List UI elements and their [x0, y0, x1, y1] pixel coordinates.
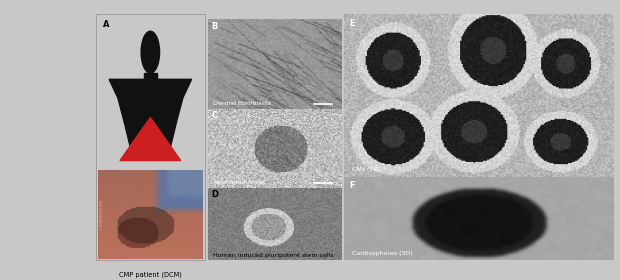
Text: CMP patient (DCM): CMP patient (DCM) [119, 272, 182, 278]
Text: B: B [211, 22, 218, 31]
Text: E: E [350, 19, 355, 28]
Text: CMs (2D): CMs (2D) [352, 167, 381, 172]
Text: D: D [211, 190, 219, 199]
Text: A: A [102, 20, 109, 29]
Text: © SOME INSTITUTION: © SOME INSTITUTION [100, 200, 104, 230]
Circle shape [141, 31, 159, 73]
Text: C: C [211, 111, 218, 120]
Polygon shape [124, 122, 176, 150]
Polygon shape [109, 79, 192, 122]
Polygon shape [144, 73, 157, 79]
Text: Dermal fibroblasts: Dermal fibroblasts [213, 101, 271, 106]
Text: Cardiospheres (3D): Cardiospheres (3D) [352, 251, 413, 256]
Text: Reprogramming: Reprogramming [213, 180, 264, 185]
Polygon shape [120, 118, 180, 161]
Text: F: F [350, 181, 355, 190]
Text: Human induced pluripotent stem cells: Human induced pluripotent stem cells [213, 253, 334, 258]
